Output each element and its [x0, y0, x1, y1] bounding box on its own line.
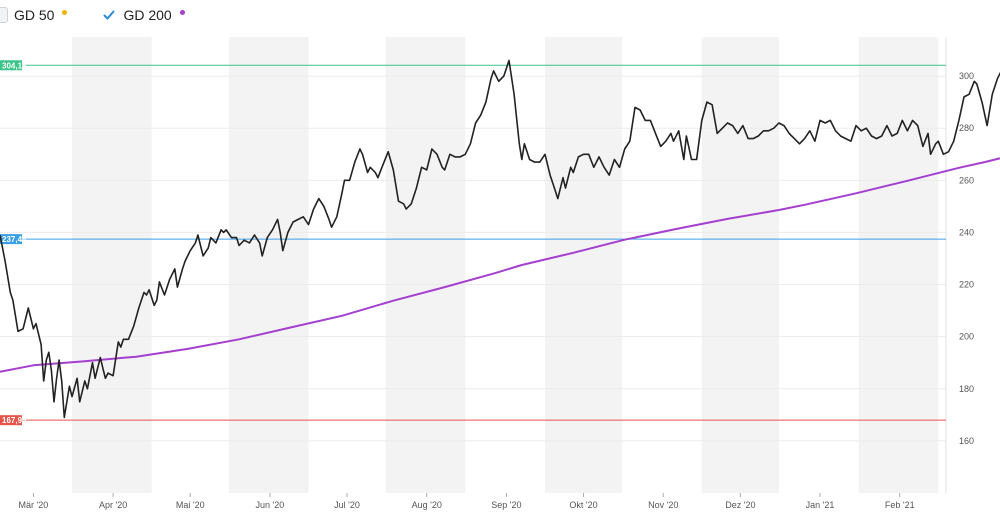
y-tick-label: 260 [959, 175, 974, 185]
month-band [228, 37, 309, 493]
reference-label-box [0, 234, 22, 245]
month-band [701, 37, 779, 493]
month-band [71, 37, 152, 493]
grid-lines [0, 37, 947, 493]
x-tick-label: Dez '20 [725, 500, 755, 510]
x-tick-label: Okt '20 [569, 500, 597, 510]
series-lines [0, 59, 1000, 419]
y-tick-label: 280 [959, 123, 974, 133]
y-tick-label: 160 [959, 436, 974, 446]
month-bands [71, 37, 939, 493]
y-tick-label: 220 [959, 280, 974, 290]
month-band [544, 37, 623, 493]
x-tick-label: Jun '20 [256, 500, 285, 510]
gd200-color-dot [179, 9, 185, 15]
x-axis-ticks: Mär '20 Apr '20 Mai '20 Jun '20 Jul '20 Aug '… [19, 493, 915, 510]
gd200-checkbox[interactable] [101, 7, 118, 23]
reference-label-box [0, 415, 22, 426]
legend-item-gd200[interactable]: GD 200 [101, 7, 185, 23]
y-tick-label: 240 [959, 227, 974, 237]
y-tick-label: 300 [959, 71, 974, 81]
legend-item-gd50[interactable]: GD 50 [0, 7, 68, 23]
x-tick-label: Aug '20 [412, 500, 442, 510]
gd50-color-dot [62, 9, 68, 15]
gd50-checkbox[interactable] [0, 7, 8, 23]
month-band [858, 37, 939, 493]
series-line-gd200 [0, 157, 1000, 373]
y-tick-label: 180 [959, 384, 974, 394]
x-tick-label: Sep '20 [491, 500, 521, 510]
x-tick-label: Jan '21 [806, 500, 835, 510]
series-line-price [0, 59, 1000, 419]
y-axis-ticks: 160 180 200 220 240 260 280 300 [959, 71, 974, 446]
gd50-label: GD 50 [14, 7, 55, 23]
check-icon [103, 10, 115, 20]
gd200-label: GD 200 [123, 7, 172, 23]
x-tick-label: Mai '20 [176, 500, 205, 510]
x-tick-label: Mär '20 [19, 500, 49, 510]
legend: GD 50 GD 200 [0, 2, 185, 28]
reference-label: 167,95 [2, 416, 27, 425]
reference-lines: 304,15 237,44 167,95 [0, 60, 946, 426]
x-tick-label: Jul '20 [334, 500, 360, 510]
reference-label-box [0, 60, 22, 71]
x-tick-label: Nov '20 [648, 500, 678, 510]
x-tick-label: Feb '21 [885, 500, 915, 510]
reference-label: 237,44 [2, 235, 27, 244]
x-tick-label: Apr '20 [99, 500, 127, 510]
y-tick-label: 200 [959, 332, 974, 342]
reference-label: 304,15 [2, 61, 27, 70]
month-band [385, 37, 466, 493]
